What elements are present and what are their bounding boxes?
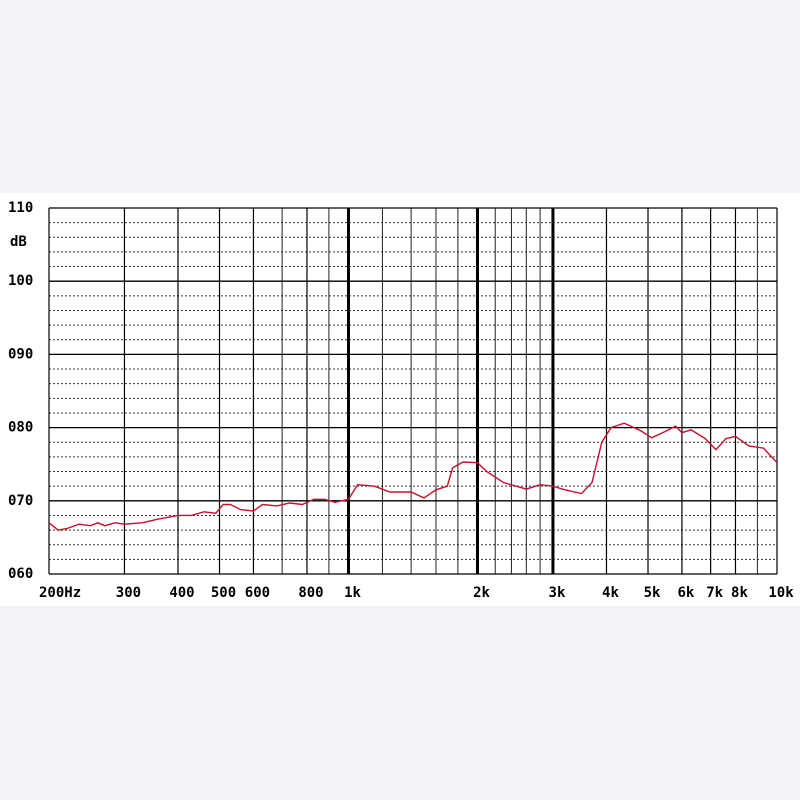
x-tick-label: 10k: [768, 585, 794, 601]
x-tick-label: 400: [169, 585, 194, 601]
y-tick-label: 070: [8, 493, 33, 509]
y-tick-label: 080: [8, 420, 33, 436]
y-tick-label: 110: [8, 200, 33, 216]
x-tick-label: 8k: [731, 585, 748, 601]
y-tick-label: 100: [8, 273, 33, 289]
x-tick-label: 1k: [344, 585, 361, 601]
x-tick-label: 2k: [473, 585, 490, 601]
chart-panel: [0, 193, 800, 606]
x-tick-label: 500: [211, 585, 236, 601]
x-tick-label: 800: [298, 585, 323, 601]
x-tick-label: 7k: [706, 585, 723, 601]
x-tick-label: 600: [245, 585, 270, 601]
x-tick-label: 3k: [549, 585, 566, 601]
x-tick-label: 5k: [644, 585, 661, 601]
y-tick-label: 090: [8, 346, 33, 362]
x-tick-label: 300: [116, 585, 141, 601]
response-curve: [48, 422, 778, 531]
x-tick-label: 4k: [602, 585, 619, 601]
x-tick-label: 200Hz: [39, 585, 81, 601]
y-axis-label: dB: [10, 234, 27, 250]
y-tick-label: 060: [8, 566, 33, 582]
x-tick-label: 6k: [678, 585, 695, 601]
